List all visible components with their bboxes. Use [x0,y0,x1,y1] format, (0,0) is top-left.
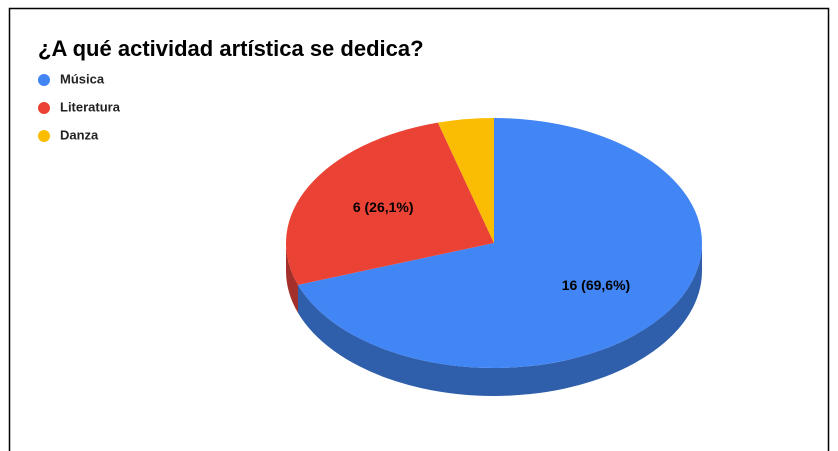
legend-label: Música [60,71,105,86]
legend-label: Literatura [60,99,121,114]
data-label: 16 (69,6%) [562,277,630,293]
legend-swatch [38,130,50,142]
legend-swatch [38,102,50,114]
slice-side [298,243,702,397]
slice-side [286,243,299,313]
legend-swatch [38,74,50,86]
chart-title: ¿A qué actividad artística se dedica? [38,36,424,61]
slice [437,118,494,243]
slice [298,118,702,368]
legend-label: Danza [60,127,99,142]
data-label: 6 (26,1%) [353,199,414,215]
slice [286,122,494,285]
